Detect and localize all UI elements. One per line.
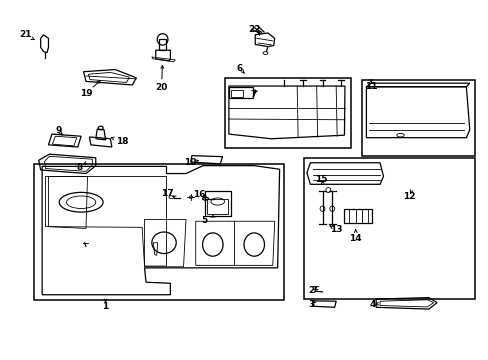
Text: 16: 16: [193, 190, 205, 199]
Text: 5: 5: [201, 216, 207, 225]
Text: 2: 2: [308, 286, 314, 295]
Text: 4: 4: [368, 300, 375, 309]
Text: 12: 12: [402, 192, 415, 201]
Bar: [304, 158, 474, 299]
Text: 20: 20: [155, 83, 167, 92]
Text: 3: 3: [308, 300, 314, 309]
Bar: [228, 87, 253, 98]
Text: 11: 11: [364, 82, 377, 91]
Bar: [34, 164, 284, 300]
Text: 19: 19: [80, 89, 92, 98]
Bar: [361, 80, 474, 156]
Text: 13: 13: [329, 225, 342, 234]
Text: 7: 7: [249, 90, 256, 99]
Text: 1: 1: [102, 302, 108, 311]
Text: 6: 6: [236, 64, 242, 73]
Text: 10: 10: [183, 158, 196, 167]
Text: 21: 21: [19, 30, 31, 39]
Text: 9: 9: [55, 126, 61, 135]
Text: 14: 14: [348, 234, 361, 243]
Text: 15: 15: [315, 175, 327, 184]
Bar: [207, 199, 227, 214]
Text: 17: 17: [161, 189, 173, 198]
Bar: [230, 90, 243, 97]
Bar: [204, 191, 231, 216]
Text: 22: 22: [247, 25, 260, 34]
Bar: [224, 78, 350, 148]
Text: 8: 8: [77, 163, 82, 172]
Text: 18: 18: [116, 137, 128, 146]
